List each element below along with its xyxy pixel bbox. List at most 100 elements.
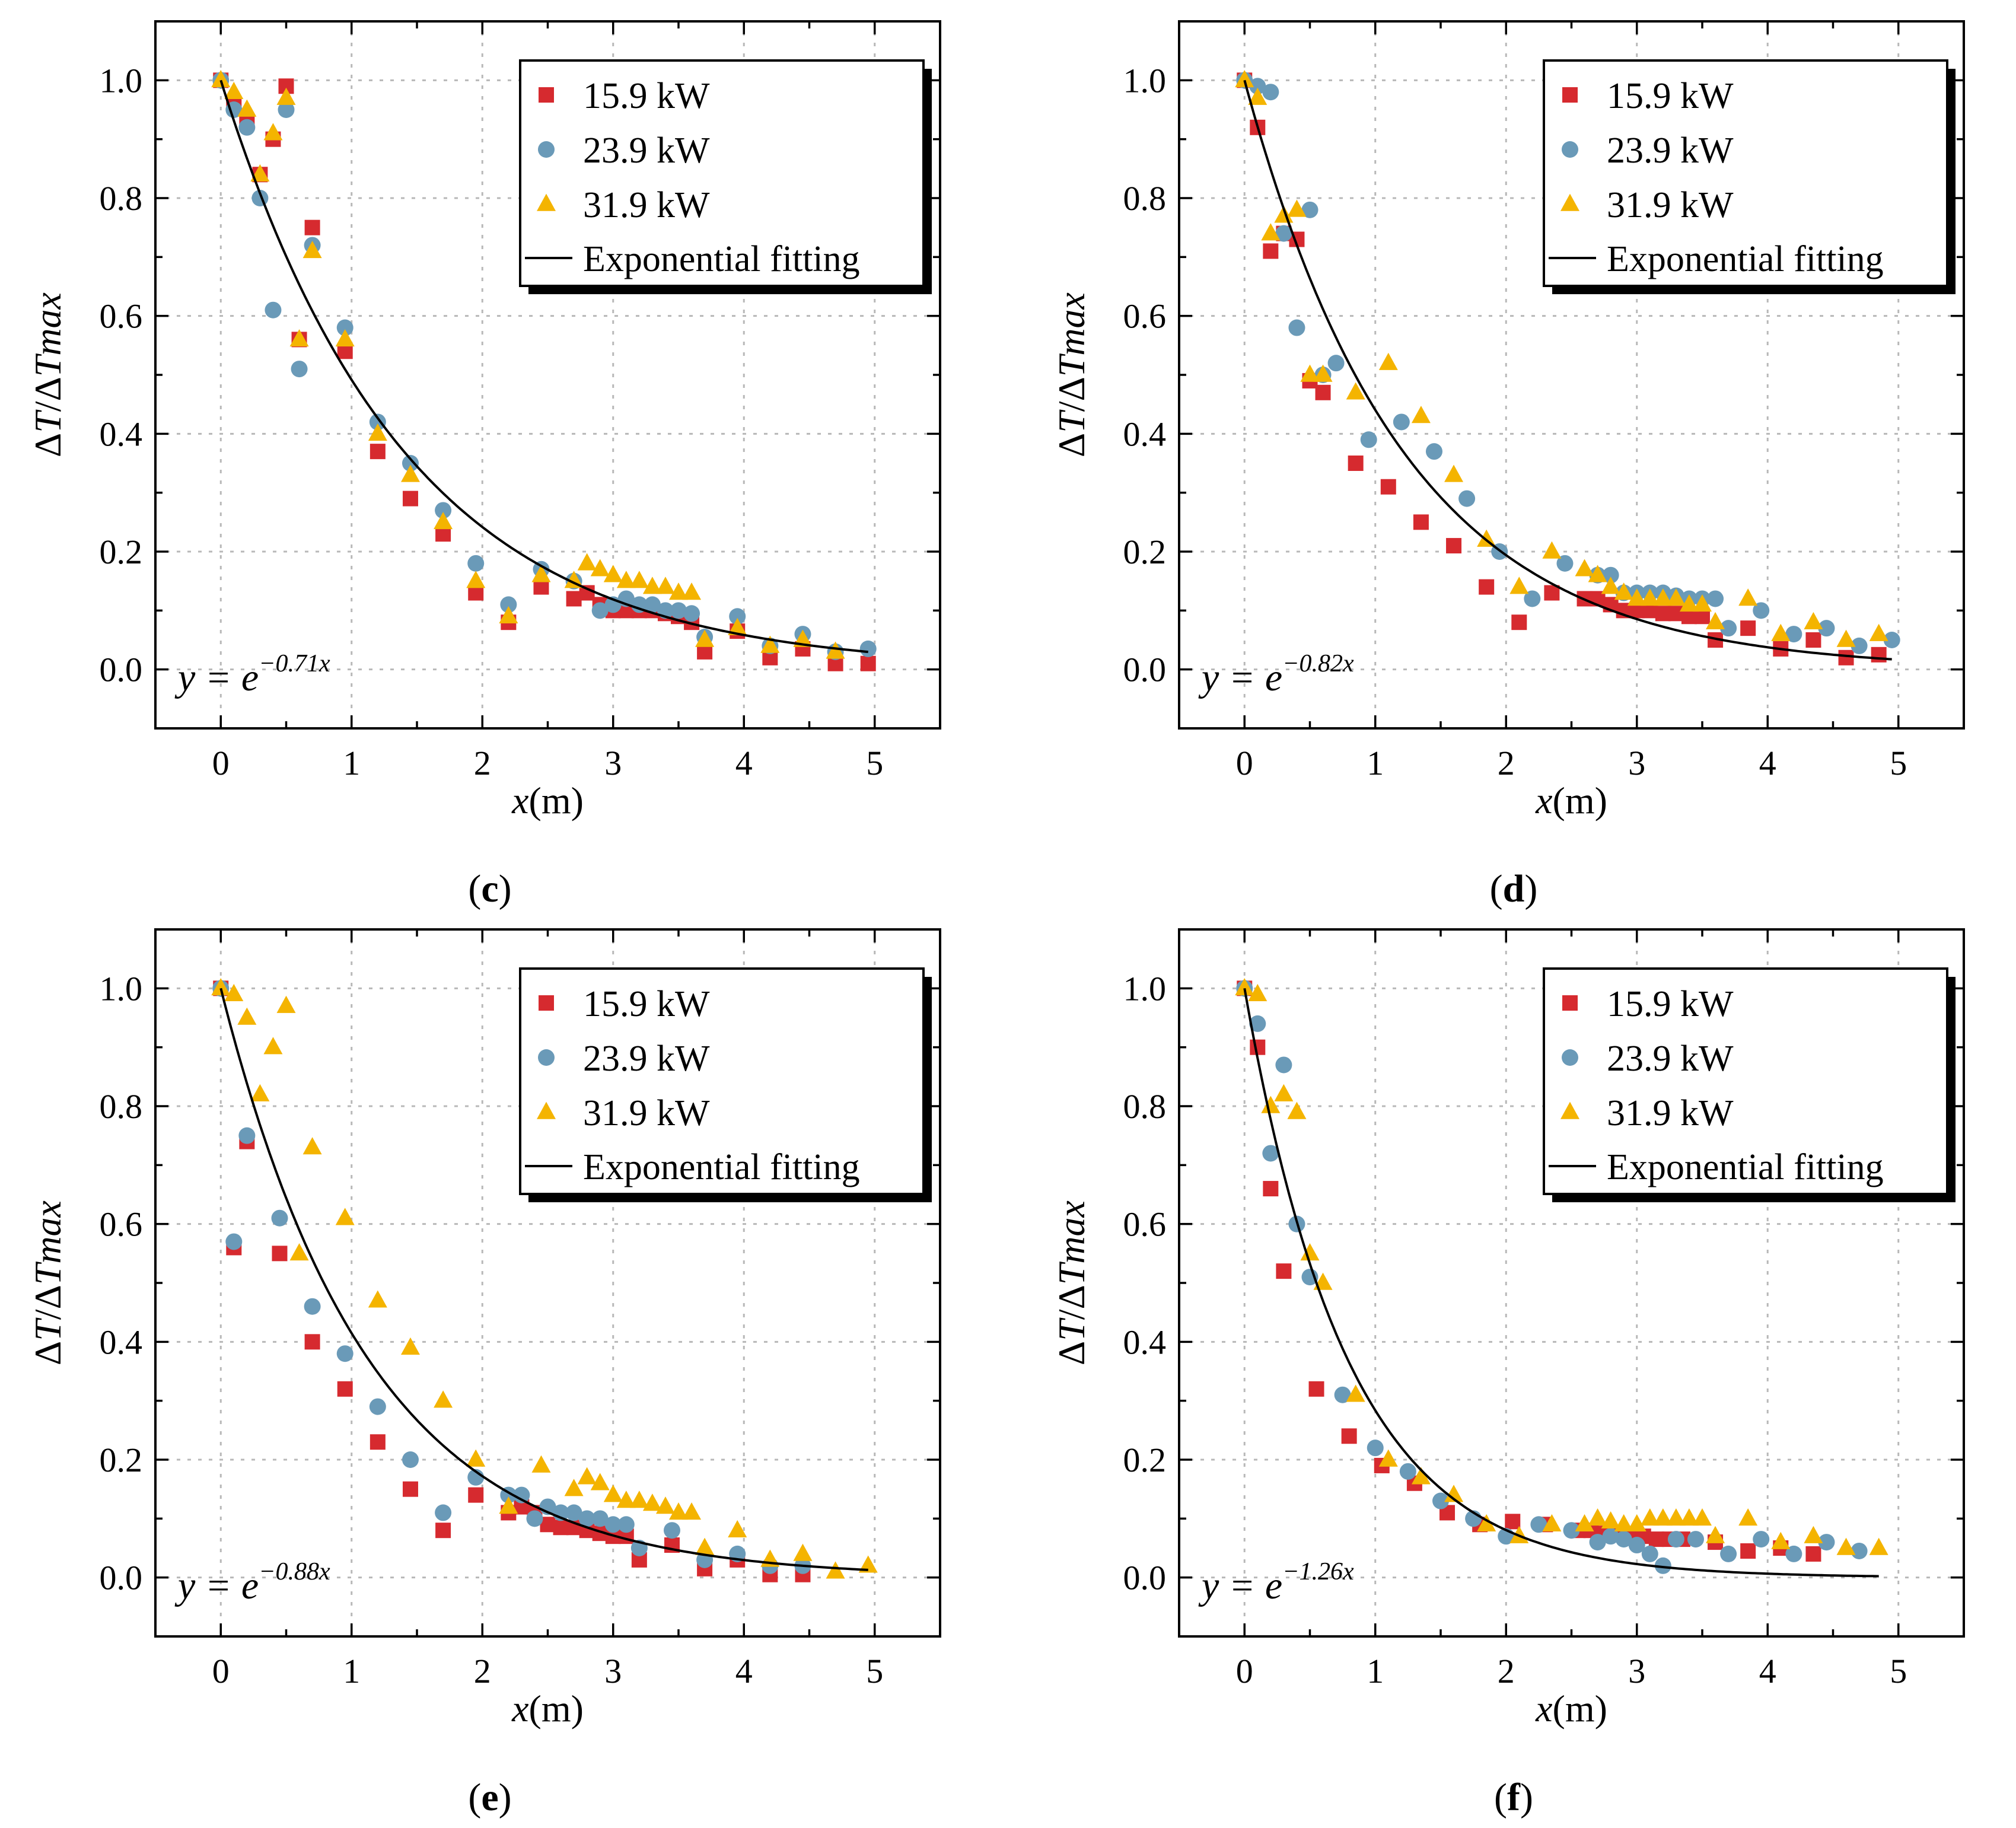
- s3-data-point: [1836, 1537, 1856, 1555]
- s3-data-point: [1235, 69, 1254, 88]
- y-tick-label: 0.6: [100, 1205, 143, 1244]
- s3-data-point: [1274, 1084, 1294, 1101]
- s3-data-point: [682, 582, 702, 600]
- y-tick-label: 0.6: [1123, 1205, 1167, 1244]
- s2-data-point: [1654, 1557, 1671, 1574]
- s3-data-point: [302, 241, 322, 259]
- legend-label-s1: 15.9 kW: [1607, 76, 1734, 116]
- s2-data-point: [435, 502, 452, 519]
- y-tick-label: 0.0: [100, 651, 143, 689]
- fit-equation-base: y = e: [1198, 656, 1282, 699]
- x-tick-label: 2: [1498, 744, 1515, 782]
- y-tick-label: 0.0: [1123, 1559, 1167, 1597]
- legend-box: [519, 967, 925, 1195]
- y-axis-label-tmax: Tmax: [27, 292, 69, 377]
- y-tick-label: 0.2: [100, 1441, 143, 1479]
- y-tick-label: 0.4: [100, 1323, 143, 1361]
- s2-data-point: [1360, 431, 1377, 448]
- s3-data-point: [368, 423, 387, 441]
- x-tick-label: 0: [1236, 1652, 1253, 1690]
- s3-data-point: [1640, 588, 1660, 606]
- exponential-fit-curve: [1243, 79, 1892, 661]
- legend-label-s1: 15.9 kW: [583, 984, 710, 1024]
- s3-data-point: [1274, 205, 1294, 223]
- s1-data-point: [1805, 632, 1821, 648]
- y-tick-label: 0.2: [1123, 533, 1167, 571]
- chart-panel-e: 0 1 2 3 4 5 0.0 0.2 0.4 0.6 0.8 1.0 x(m) ΔT/ΔTmax y = …: [27, 928, 941, 1819]
- caption-letter: f: [1507, 1776, 1521, 1819]
- y-tick-label: 1.0: [1123, 969, 1167, 1008]
- s3-data-point: [1287, 199, 1307, 217]
- s2-data-point: [265, 301, 282, 319]
- s3-data-point: [335, 329, 355, 347]
- s2-data-point: [1589, 1534, 1606, 1551]
- s2-data-point: [526, 1510, 543, 1527]
- s3-data-point: [434, 1390, 453, 1408]
- y-axis-label-t: T: [27, 1317, 69, 1341]
- s1-data-point: [1668, 606, 1684, 622]
- x-tick-label: 4: [1759, 1652, 1776, 1690]
- s2-data-point: [1425, 443, 1442, 460]
- s2-data-point: [859, 640, 877, 657]
- s1-data-point: [1505, 1514, 1521, 1530]
- s2-data-point: [670, 602, 687, 619]
- s3-data-point: [1679, 1508, 1699, 1526]
- s2-data-point: [1275, 225, 1292, 242]
- s2-data-point: [1615, 1531, 1632, 1548]
- x-tick-label: 2: [474, 1652, 491, 1690]
- fit-equation: y = e−0.71x: [174, 650, 330, 699]
- s3-data-point: [400, 464, 420, 482]
- s3-data-point: [564, 1479, 584, 1496]
- s3-data-point: [263, 123, 283, 141]
- caption-letter: e: [481, 1776, 498, 1819]
- s2-data-point: [369, 1398, 386, 1415]
- panel-caption: (d): [1490, 867, 1538, 910]
- s3-data-point: [1300, 1243, 1320, 1261]
- s1-data-point: [402, 1481, 418, 1497]
- legend-label-s1: 15.9 kW: [1607, 984, 1734, 1024]
- y-axis-label-slash-delta: /Δ: [1050, 377, 1093, 412]
- s3-data-point: [728, 617, 747, 635]
- s1-data-point: [435, 1523, 451, 1539]
- s3-data-point: [590, 1473, 610, 1491]
- s2-data-point: [604, 1516, 622, 1533]
- y-tick-label: 0.2: [1123, 1441, 1167, 1479]
- legend-label-fit: Exponential fitting: [583, 239, 860, 279]
- s3-data-point: [590, 559, 610, 577]
- s3-data-point: [695, 629, 715, 647]
- s2-data-point: [1720, 620, 1737, 637]
- s3-data-point: [1627, 588, 1646, 606]
- s3-data-point: [1300, 364, 1320, 382]
- s3-data-point: [1575, 559, 1594, 577]
- s3-data-point: [603, 565, 623, 582]
- s3-data-point: [237, 99, 257, 117]
- axis-ticks: [1178, 928, 1965, 1638]
- s3-data-point: [250, 1084, 270, 1101]
- legend-box: [1543, 59, 1948, 287]
- s3-data-point: [1346, 382, 1365, 400]
- fit-equation-exponent: −0.82x: [1282, 650, 1354, 677]
- s1-data-point: [566, 591, 582, 607]
- x-axis-label: x(m): [511, 779, 584, 821]
- y-tick-label: 0.6: [100, 297, 143, 336]
- x-axis-label-var: x: [511, 779, 528, 821]
- x-axis-label-var: x: [1535, 1687, 1552, 1730]
- s1-data-point: [1413, 514, 1429, 530]
- s1-data-point: [1263, 1181, 1279, 1197]
- s3-data-point: [616, 571, 636, 588]
- s2-data-point: [683, 605, 700, 622]
- legend-label-s3: 31.9 kW: [1607, 185, 1734, 225]
- s1-data-point: [1838, 649, 1854, 665]
- s3-data-point: [302, 1137, 322, 1155]
- panel-caption: (c): [468, 867, 511, 910]
- s2-data-point: [1556, 555, 1574, 572]
- x-axis-label: x(m): [511, 1687, 584, 1730]
- s2-data-point: [1327, 355, 1345, 372]
- y-axis-label: ΔT/ΔTmax: [27, 1200, 69, 1365]
- s2-data-point: [336, 319, 353, 336]
- s3-data-point: [466, 1449, 486, 1467]
- s2-data-point: [1262, 84, 1279, 101]
- s3-data-point: [1601, 577, 1620, 594]
- s2-data-point: [304, 1298, 321, 1315]
- series-s3-points: [1235, 977, 1888, 1555]
